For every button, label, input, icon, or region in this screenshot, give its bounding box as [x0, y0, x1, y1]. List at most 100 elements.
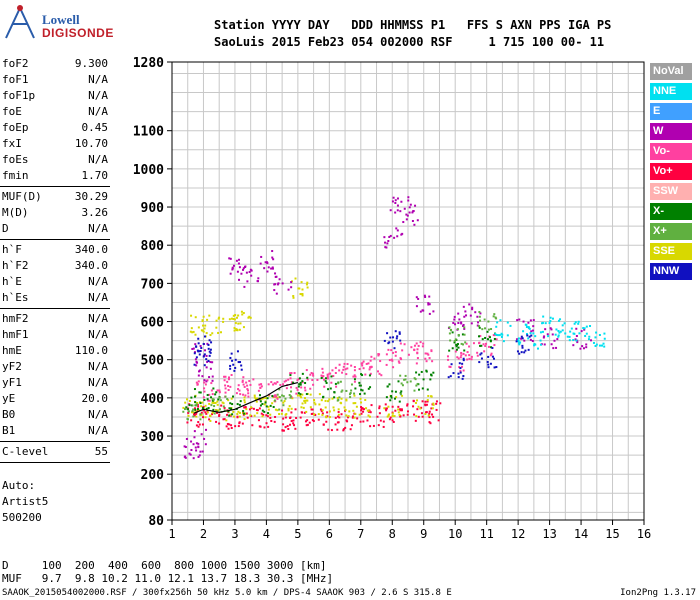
echo-point: [270, 420, 273, 423]
echo-point: [193, 363, 196, 366]
echo-point: [322, 375, 325, 378]
echo-point: [205, 332, 208, 335]
echo-point: [462, 375, 465, 378]
echo-point: [314, 403, 317, 406]
echo-point: [509, 324, 512, 327]
echo-point: [233, 318, 236, 321]
echo-point: [492, 357, 495, 360]
echo-point: [413, 413, 416, 416]
echo-point: [479, 353, 482, 356]
echo-point: [263, 267, 266, 270]
echo-point: [344, 408, 347, 411]
echo-point: [470, 322, 473, 325]
echo-point: [244, 265, 247, 268]
echo-point: [205, 380, 208, 383]
echo-point: [400, 390, 403, 393]
echo-point: [390, 396, 393, 399]
echo-point: [274, 382, 277, 385]
echo-point: [361, 364, 364, 367]
echo-point: [407, 199, 410, 202]
echo-point: [493, 313, 496, 316]
echo-point: [224, 384, 227, 387]
echo-point: [478, 315, 481, 318]
echo-point: [224, 387, 227, 390]
echo-point: [581, 345, 584, 348]
echo-point: [526, 334, 529, 337]
echo-point: [489, 354, 492, 357]
echo-point: [274, 408, 277, 411]
echo-point: [192, 330, 195, 333]
echo-point: [359, 384, 362, 387]
echo-point: [393, 415, 396, 418]
echo-point: [455, 345, 458, 348]
echo-point: [543, 343, 546, 346]
echo-point: [218, 389, 221, 392]
echo-point: [396, 229, 399, 232]
echo-point: [399, 393, 402, 396]
echo-point: [367, 410, 370, 413]
echo-point: [360, 388, 363, 391]
echo-point: [320, 374, 323, 377]
echo-point: [206, 411, 209, 414]
echo-point: [196, 402, 199, 405]
echo-point: [276, 381, 279, 384]
echo-point: [337, 410, 340, 413]
echo-point: [230, 352, 233, 355]
echo-point: [215, 326, 218, 329]
echo-point: [233, 369, 236, 372]
echo-point: [258, 383, 261, 386]
echo-point: [576, 341, 579, 344]
echo-point: [274, 272, 277, 275]
param-label: foEs: [2, 153, 29, 166]
echo-point: [223, 409, 226, 412]
echo-point: [472, 342, 475, 345]
echo-point: [304, 389, 307, 392]
section-divider: [0, 186, 110, 187]
echo-point: [204, 324, 207, 327]
x-tick-label: 1: [168, 527, 175, 541]
echo-point: [299, 394, 302, 397]
echo-point: [585, 325, 588, 328]
echo-point: [201, 423, 204, 426]
echo-point: [248, 380, 251, 383]
echo-point: [202, 406, 205, 409]
echo-point: [406, 404, 409, 407]
echo-point: [385, 353, 388, 356]
echo-point: [213, 412, 216, 415]
echo-point: [388, 383, 391, 386]
echo-point: [259, 400, 262, 403]
echo-point: [354, 387, 357, 390]
echo-point: [190, 411, 193, 414]
echo-point: [369, 359, 372, 362]
echo-point: [196, 407, 199, 410]
echo-point: [446, 355, 449, 358]
echo-point: [385, 407, 388, 410]
echo-point: [243, 401, 246, 404]
echo-point: [228, 376, 231, 379]
echo-point: [461, 362, 464, 365]
echo-point: [412, 405, 415, 408]
echo-point: [190, 440, 193, 443]
echo-point: [463, 315, 466, 318]
echo-point: [211, 399, 214, 402]
echo-point: [203, 390, 206, 393]
echo-point: [450, 363, 453, 366]
echo-point: [365, 362, 368, 365]
echo-point: [416, 357, 419, 360]
echo-point: [186, 398, 189, 401]
echo-point: [320, 377, 323, 380]
echo-point: [284, 397, 287, 400]
echo-point: [481, 338, 484, 341]
echo-point: [280, 399, 283, 402]
echo-point: [250, 269, 253, 272]
echo-point: [462, 369, 465, 372]
echo-point: [312, 383, 315, 386]
echo-point: [416, 352, 419, 355]
echo-point: [222, 320, 225, 323]
echo-point: [399, 210, 402, 213]
echo-point: [367, 362, 370, 365]
echo-point: [463, 327, 466, 330]
echo-point: [244, 394, 247, 397]
echo-point: [200, 405, 203, 408]
echo-point: [420, 412, 423, 415]
